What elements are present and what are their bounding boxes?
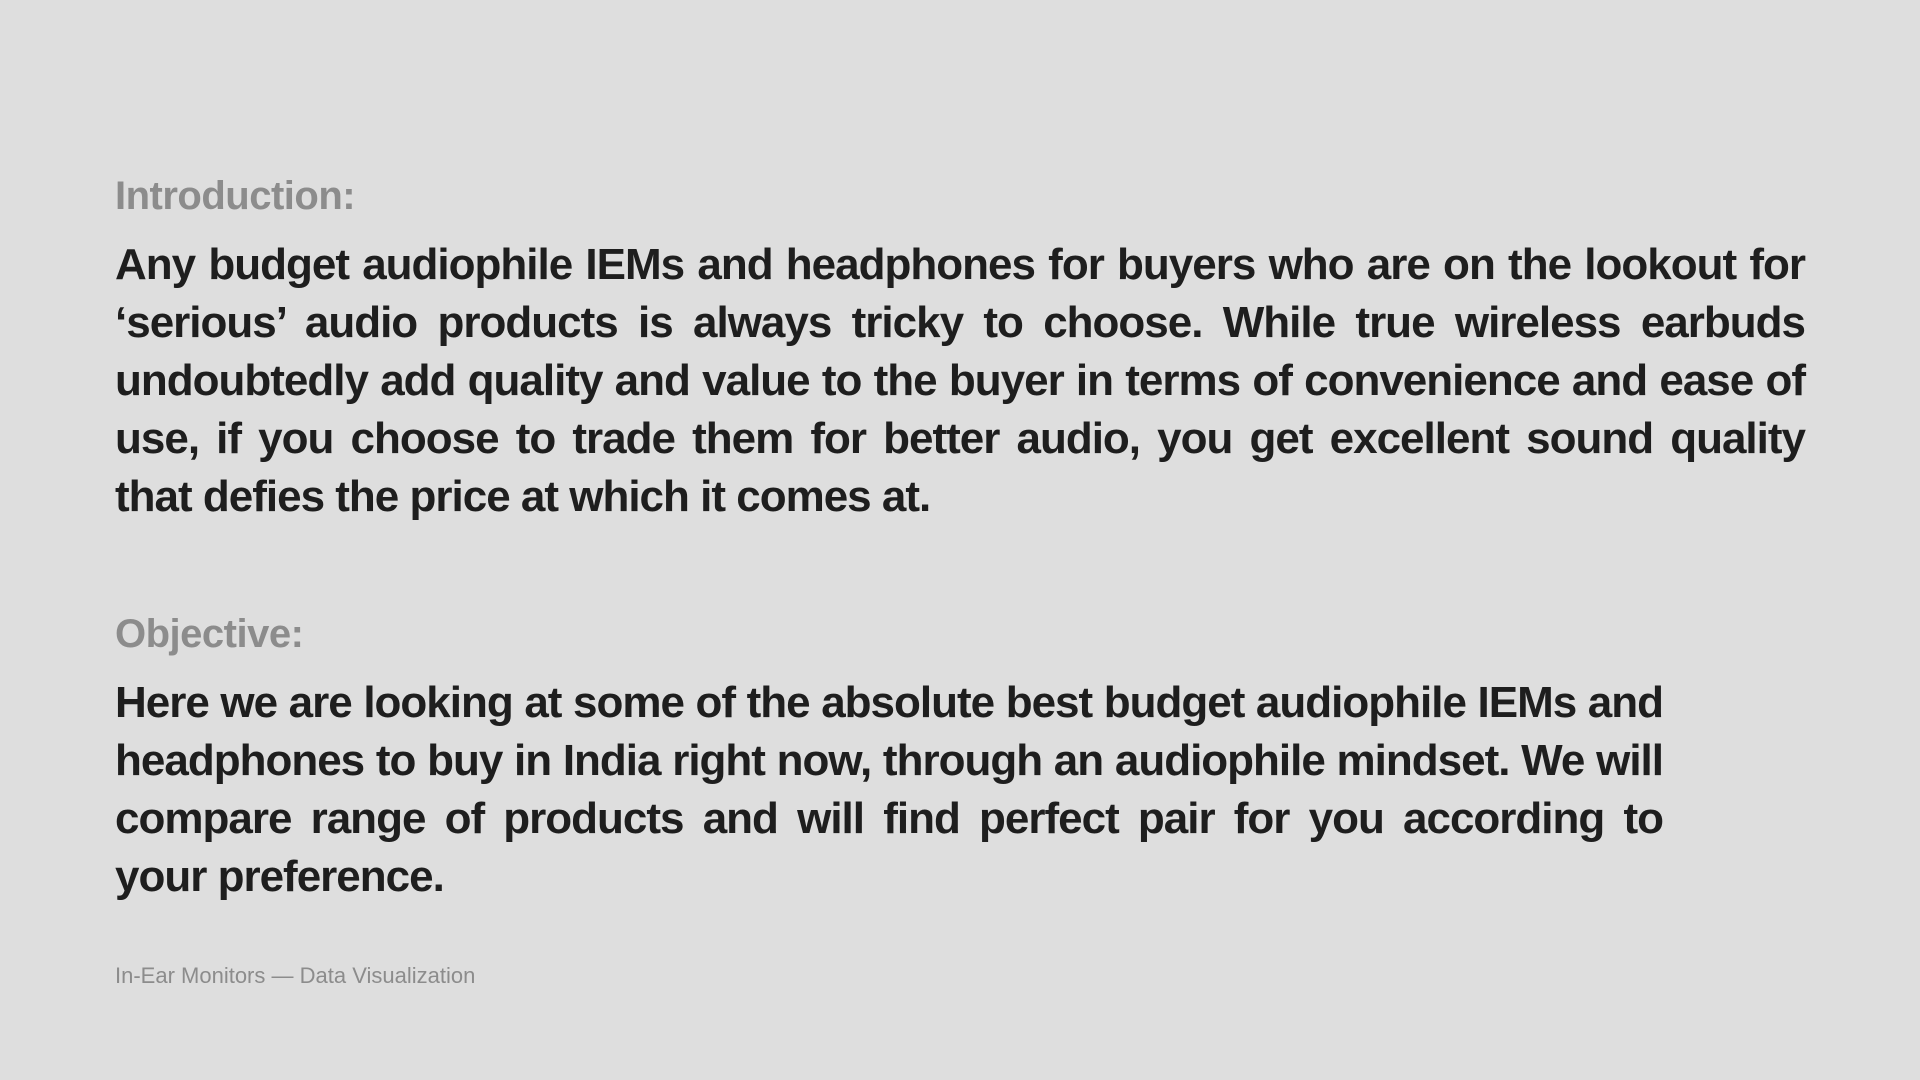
introduction-section: Introduction: Any budget audiophile IEMs… <box>115 168 1806 526</box>
footer-caption: In-Ear Monitors — Data Visualization <box>115 963 476 988</box>
slide-content: Introduction: Any budget audiophile IEMs… <box>115 168 1806 906</box>
objective-heading: Objective: <box>115 612 304 656</box>
introduction-heading: Introduction: <box>115 174 356 218</box>
objective-text: Here we are looking at some of the absol… <box>115 678 1664 901</box>
objective-section: Objective: Here we are looking at some o… <box>115 606 1805 906</box>
introduction-text: Any budget audiophile IEMs and headphone… <box>115 240 1806 521</box>
